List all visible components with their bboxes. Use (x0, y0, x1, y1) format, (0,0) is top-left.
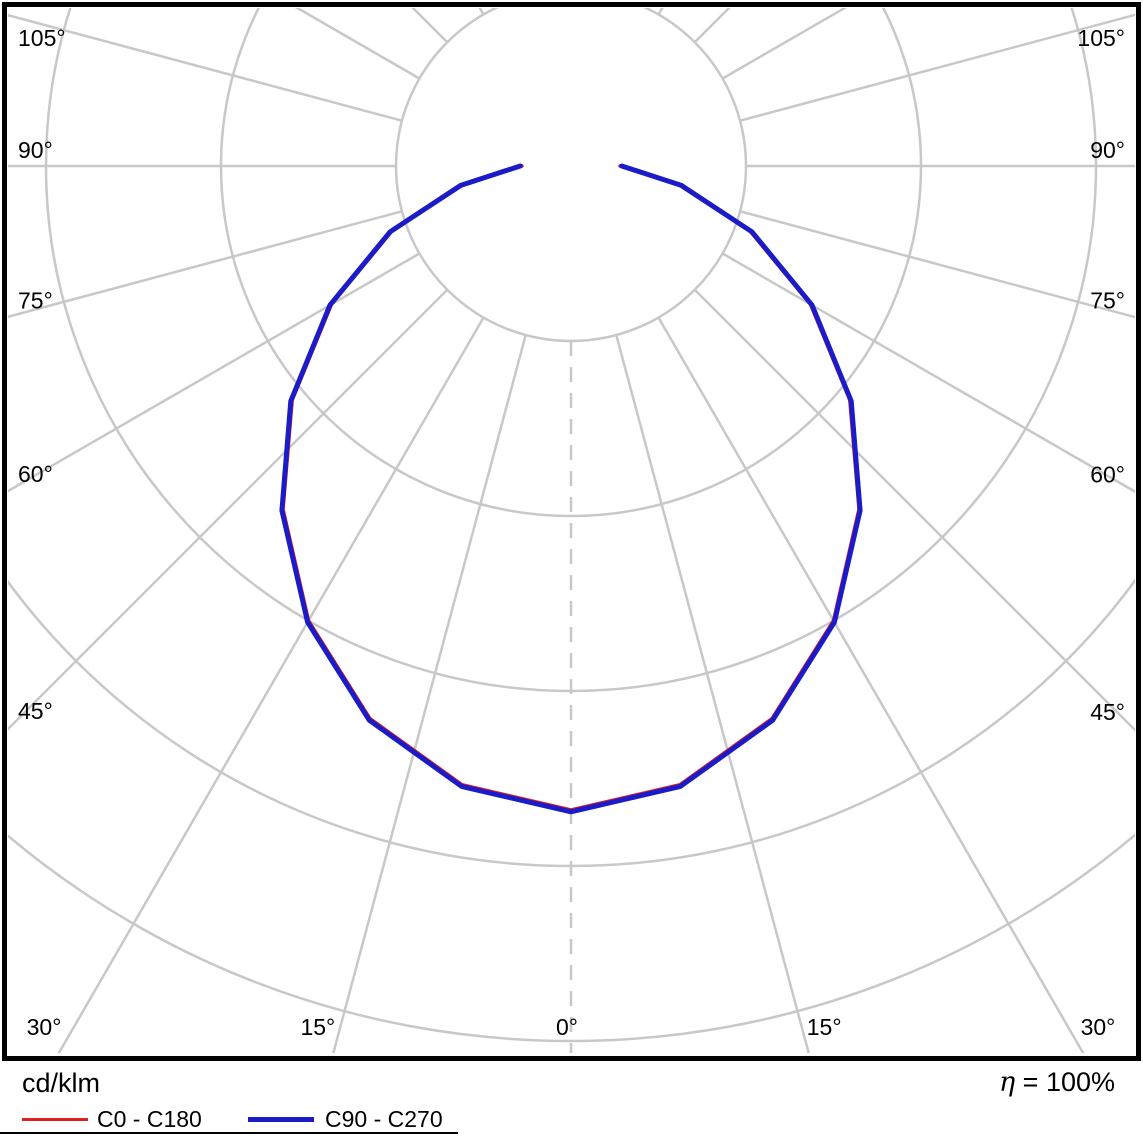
angle-label: 90° (18, 137, 53, 163)
polar-intensity-chart: 105° 105° 90° 90° 75° 75° 60° 60° 45° 45° 30° 30° 15… (2, 2, 1141, 1061)
legend-row: C0 - C180 C90 - C270 (0, 1104, 1143, 1134)
curve-c90-c270 (279, 163, 863, 815)
angle-label: 105° (1077, 25, 1125, 51)
angle-label: 45° (18, 698, 53, 724)
legend-label-c90-c270: C90 - C270 (325, 1106, 443, 1132)
legend-swatch-c90-c270 (248, 1117, 314, 1122)
angle-label: 105° (18, 25, 66, 51)
angle-label: 45° (1090, 699, 1125, 725)
legend-swatch-c0-c180 (22, 1118, 88, 1121)
angle-label: 15° (807, 1014, 842, 1040)
legend-underline (0, 1132, 458, 1134)
polar-grid (8, 8, 1135, 1053)
angle-label: 75° (1090, 288, 1125, 314)
chart-frame (2, 2, 1141, 1061)
angle-label: 60° (1090, 461, 1125, 487)
unit-label: cd/klm (22, 1068, 101, 1098)
chart-legend: cd/klm η = 100% C0 - C180 C90 - C270 (0, 1062, 1143, 1143)
angle-label: 15° (300, 1014, 335, 1040)
angle-label: 30° (27, 1014, 62, 1040)
angle-label: 30° (1081, 1014, 1116, 1040)
angle-label: 0° (556, 1014, 578, 1040)
angle-label: 75° (18, 287, 53, 313)
legend-label-c0-c180: C0 - C180 (97, 1106, 202, 1132)
angle-label: 90° (1090, 137, 1125, 163)
efficiency-label: η = 100% (998, 1067, 1115, 1098)
angle-label: 60° (18, 461, 53, 487)
